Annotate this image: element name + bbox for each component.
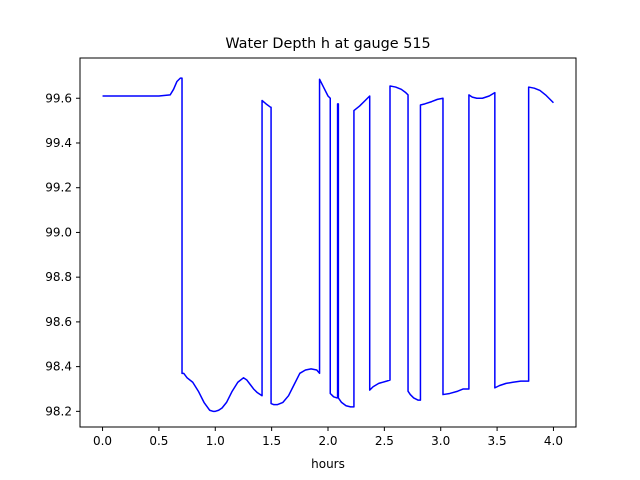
y-tick-label: 99.0 [45, 225, 72, 239]
series-layer [102, 77, 554, 413]
x-tick-label: 2.5 [375, 434, 394, 448]
y-tick-label: 99.2 [45, 181, 72, 195]
y-tick-label: 98.8 [45, 270, 72, 284]
y-tick-label: 98.6 [45, 315, 72, 329]
series-line-0 [102, 77, 554, 413]
x-tick-label: 3.5 [488, 434, 507, 448]
x-tick-label: 3.0 [431, 434, 450, 448]
x-tick-label: 0.0 [93, 434, 112, 448]
x-tick-label: 0.5 [149, 434, 168, 448]
y-tick-label: 99.6 [45, 91, 72, 105]
axes-frame [79, 57, 577, 428]
y-tick-label: 99.4 [45, 136, 72, 150]
x-tick-label: 4.0 [544, 434, 563, 448]
chart-title: Water Depth h at gauge 515 [225, 36, 430, 52]
axis-ticks: 0.0 0.5 1.0 1.5 2.0 2.5 3.0 3.5 4.0 98.2 98.4 98.6 9… [45, 91, 563, 448]
y-tick-label: 98.2 [45, 404, 72, 418]
x-tick-label: 1.0 [206, 434, 225, 448]
x-tick-label: 2.0 [318, 434, 337, 448]
x-tick-label: 1.5 [262, 434, 281, 448]
y-tick-label: 98.4 [45, 360, 72, 374]
x-axis-label: hours [311, 457, 345, 471]
